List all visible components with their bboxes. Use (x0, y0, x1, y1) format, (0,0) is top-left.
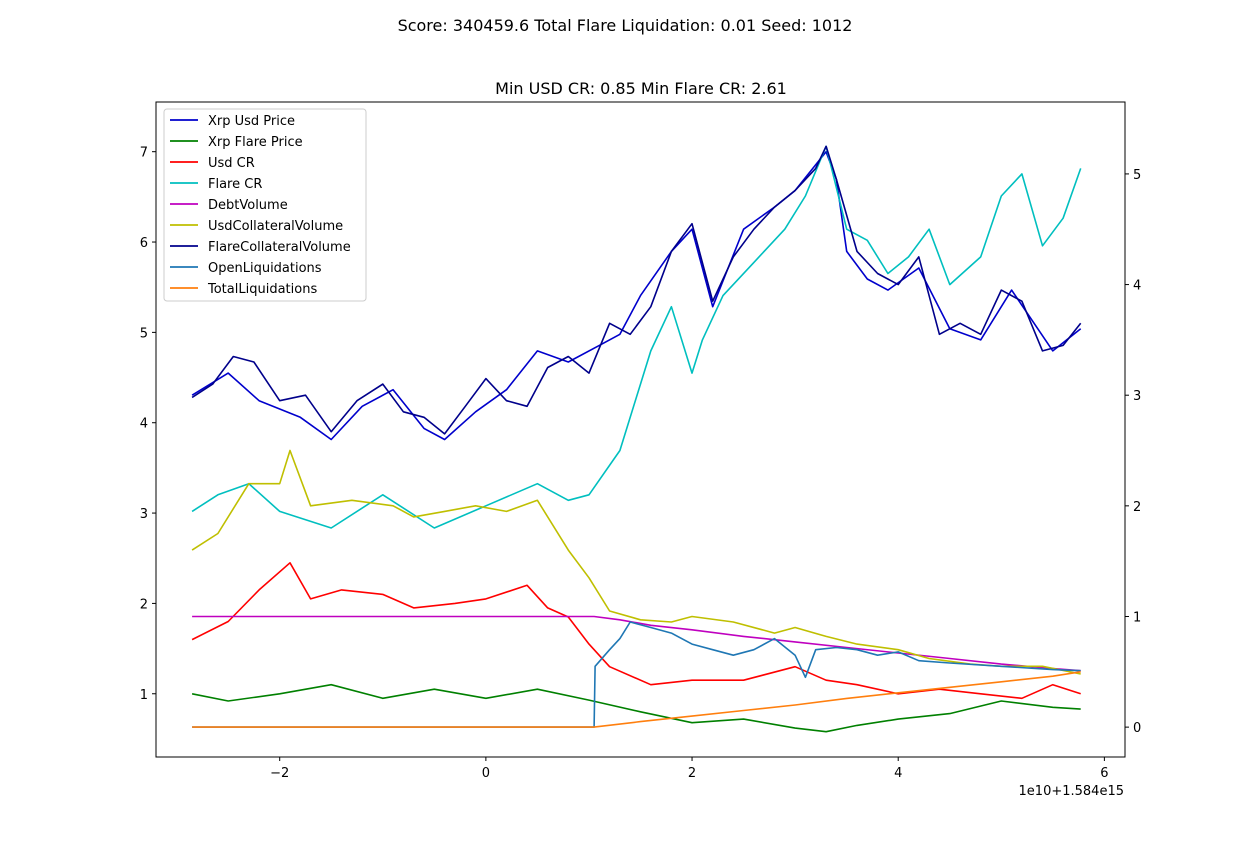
y-right-tick-label: 5 (1133, 168, 1141, 183)
x-tick-label: 2 (688, 766, 696, 781)
legend-label-usd-cr: Usd CR (208, 156, 255, 171)
series-line-usdcollateralvolume (191, 449, 1081, 675)
legend-box (163, 108, 367, 302)
y-left-tick-label: 2 (140, 597, 148, 612)
legend-label-xrp-flare-price: Xrp Flare Price (208, 135, 303, 150)
axes-frame (155, 101, 1126, 758)
y-left-tick-label: 7 (140, 146, 148, 161)
series-line-debtvolume (192, 615, 1081, 672)
legend-label-xrp-usd-price: Xrp Usd Price (208, 114, 295, 129)
y-right-tick-label: 3 (1133, 389, 1141, 404)
series-line-flare-cr (191, 145, 1082, 529)
y-right-tick-label: 2 (1133, 500, 1141, 515)
chart-title: Min USD CR: 0.85 Min Flare CR: 2.61 (495, 79, 787, 98)
legend: Xrp Usd Price Xrp Flare Price Usd CR Flare … (163, 108, 367, 302)
x-tick-label: 4 (894, 766, 902, 781)
legend-label-totalliquidations: TotalLiquidations (207, 282, 317, 297)
series-line-flarecollateralvolume (191, 145, 1082, 435)
axis-ticks: −2 0 2 4 6 1 2 3 4 5 6 7 0 1 2 3 4 5 (140, 146, 1142, 781)
legend-label-flare-cr: Flare CR (208, 177, 262, 192)
x-tick-label: −2 (270, 766, 289, 781)
x-tick-label: 0 (482, 766, 490, 781)
legend-label-debtvolume: DebtVolume (208, 198, 288, 213)
y-left-tick-label: 1 (140, 688, 148, 703)
y-left-tick-label: 5 (140, 326, 148, 341)
figure-suptitle: Score: 340459.6 Total Flare Liquidation:… (398, 16, 853, 35)
x-offset-label: 1e10+1.584e15 (1019, 784, 1124, 799)
y-right-tick-label: 4 (1133, 279, 1141, 294)
y-right-tick-label: 0 (1133, 721, 1141, 736)
series-line-openliquidations (192, 621, 1081, 728)
legend-label-flarecollateralvolume: FlareCollateralVolume (208, 240, 351, 255)
series-line-totalliquidations (192, 671, 1081, 728)
y-left-tick-label: 3 (140, 507, 148, 522)
y-left-tick-label: 6 (140, 236, 148, 251)
series-line-xrp-flare-price (191, 683, 1081, 733)
y-left-tick-label: 4 (140, 417, 148, 432)
plot-area (191, 145, 1082, 733)
legend-label-usdcollateralvolume: UsdCollateralVolume (208, 219, 343, 234)
x-tick-label: 6 (1100, 766, 1108, 781)
series-line-usd-cr (191, 561, 1081, 700)
y-right-tick-label: 1 (1133, 610, 1141, 625)
legend-label-openliquidations: OpenLiquidations (208, 261, 322, 276)
